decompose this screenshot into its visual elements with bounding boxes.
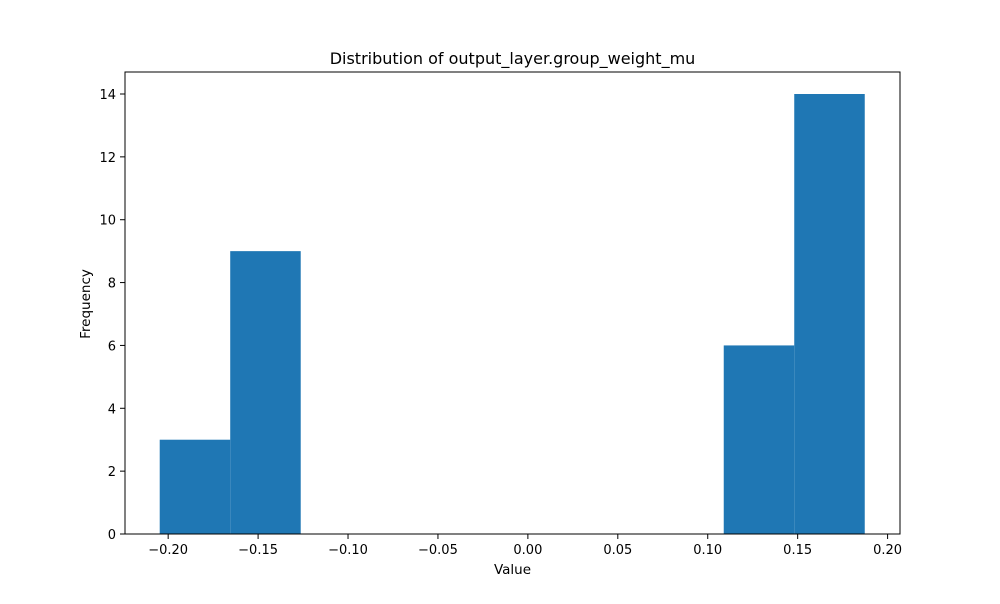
histogram-bar bbox=[794, 94, 865, 534]
y-tick-label: 8 bbox=[108, 277, 116, 292]
x-tick-label: 0.20 bbox=[873, 543, 902, 558]
histogram-bar bbox=[159, 439, 231, 534]
chart-title: Distribution of output_layer.group_weigh… bbox=[330, 49, 696, 69]
y-tick-label: 0 bbox=[108, 528, 116, 543]
x-axis-label: Value bbox=[494, 562, 531, 578]
x-tick-label: −0.05 bbox=[418, 543, 458, 558]
plot-frame bbox=[124, 71, 901, 535]
y-axis-label: Frequency bbox=[78, 269, 94, 339]
y-tick-label: 6 bbox=[108, 339, 116, 354]
x-tick-label: 0.15 bbox=[783, 543, 812, 558]
y-tick-label: 14 bbox=[99, 88, 116, 103]
x-tick-label: 0.10 bbox=[693, 543, 722, 558]
x-tick-label: −0.20 bbox=[148, 543, 188, 558]
x-tick-label: −0.10 bbox=[328, 543, 368, 558]
y-tick-label: 12 bbox=[99, 151, 116, 166]
histogram-bar bbox=[723, 345, 795, 534]
y-tick-label: 2 bbox=[108, 465, 116, 480]
y-tick-label: 4 bbox=[108, 402, 116, 417]
histogram-bar bbox=[230, 251, 301, 534]
x-tick-label: 0.05 bbox=[603, 543, 632, 558]
x-tick-label: −0.15 bbox=[238, 543, 278, 558]
y-tick-label: 10 bbox=[99, 214, 116, 229]
bars-layer bbox=[159, 94, 865, 534]
x-tick-label: 0.00 bbox=[513, 543, 542, 558]
ticks-layer: −0.20 −0.15 −0.10 −0.05 0.00 0.05 0.10 0.15 0.20… bbox=[99, 88, 902, 558]
